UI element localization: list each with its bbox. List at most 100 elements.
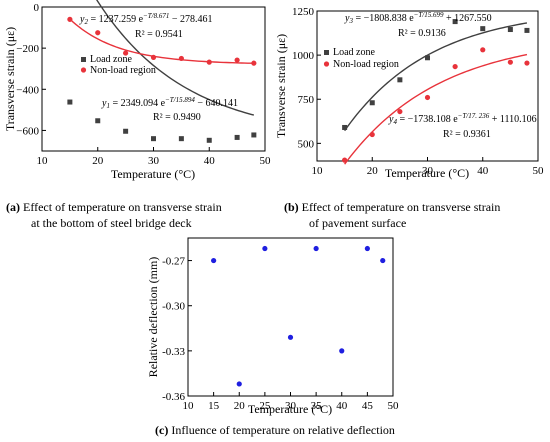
chart-a-y-tick-label: 0 (34, 2, 40, 14)
chart-a-series-2-point (251, 60, 257, 66)
chart-a-x-tick-label: 10 (37, 155, 49, 167)
chart-a-x-tick-label: 30 (148, 155, 160, 167)
eq-y: y (101, 98, 107, 109)
chart-b-x-tick-label: 20 (367, 165, 379, 177)
chart-a-series-1-point (178, 136, 184, 142)
chart-a-series-1-point (206, 137, 212, 143)
chart-c-y-tick-label: -0.30 (162, 301, 185, 313)
chart-a-x-tick-label: 20 (92, 155, 104, 167)
chart-b-series-2-point (369, 131, 375, 138)
chart-b-y-tick-label: 1000 (292, 50, 315, 62)
eq-exp: −T/15.699 (414, 11, 444, 19)
chart-b-legend-nonload-marker (323, 61, 330, 67)
chart-a-legend: Load zone Non-load region (80, 54, 156, 76)
chart-b-series-1-point (480, 26, 486, 32)
chart-b-y-tick-label: 750 (298, 94, 315, 106)
chart-b-series-2-point (452, 63, 458, 70)
eq-sub: 2 (84, 18, 88, 26)
chart-c-caption-text: Influence of temperature on relative def… (168, 423, 395, 437)
chart-b-y-tick-label: 500 (298, 138, 315, 150)
chart-b-fit-curves (344, 22, 528, 165)
chart-a-x-tick-label: 40 (204, 155, 216, 167)
chart-a-legend-load-marker (81, 57, 86, 62)
chart-a-legend-nonload-label: Non-load region (90, 65, 156, 76)
chart-a-fit-curve-2 (69, 18, 254, 64)
chart-b-series-1-point (524, 27, 530, 33)
chart-c-series-1-point (287, 334, 294, 340)
chart-b-series-2-point (480, 47, 486, 53)
chart-b-series-1-point (342, 124, 348, 130)
chart-b-x-tick-label: 30 (422, 165, 434, 177)
eq-tail: + 1267.550 (443, 13, 491, 24)
chart-b-points (342, 19, 530, 163)
eq-body: = 1237.259 e (88, 14, 144, 25)
chart-b-series-1-point (369, 100, 375, 106)
chart-b-series-2-point (524, 60, 530, 66)
chart-c-x-tick-label: 20 (234, 400, 246, 412)
eq-y: y (344, 13, 350, 24)
chart-b-red-r2: R² = 0.9361 (443, 129, 491, 140)
chart-c-caption-label: (c) (155, 423, 168, 437)
chart-c-y-tick-label: -0.27 (162, 256, 185, 268)
chart-a-series-2-point (206, 59, 212, 65)
chart-c-x-tick-label: 15 (208, 400, 220, 412)
chart-a-series-2-point (95, 30, 101, 36)
chart-a-black-equation: y1 = 2349.094 e−T/15.894 − 640.141 (101, 96, 238, 110)
chart-a: 10 20 30 40 50 −600 −400 −200 0 Temperature (°C… (3, 0, 271, 230)
chart-c-x-tick-label: 25 (259, 400, 271, 412)
chart-c-x-tick-label: 45 (362, 400, 374, 412)
chart-b-red-equation: y4 = −1738.108 e−T/17. 236 + 1110.106 (388, 112, 537, 126)
chart-b-x-tick-label: 40 (477, 165, 489, 177)
chart-b-black-r2: R² = 0.9136 (398, 28, 446, 39)
chart-a-xlabel: Temperature (°C) (111, 167, 195, 181)
chart-c-x-tick-label: 50 (388, 400, 400, 412)
eq-exp: −T/17. 236 (458, 112, 490, 120)
chart-c-series-1-point (262, 245, 268, 252)
chart-b-caption-line2: of pavement surface (309, 216, 406, 230)
chart-a-y-ticks: −600 −400 −200 0 (16, 2, 46, 137)
chart-c-x-tick-label: 10 (183, 400, 195, 412)
chart-a-y-tick-label: −600 (16, 125, 39, 137)
chart-a-series-1-point (151, 136, 156, 142)
chart-c-x-tick-label: 30 (285, 400, 297, 412)
eq-sub: 1 (106, 102, 110, 110)
chart-a-y-tick-label: −400 (16, 84, 39, 96)
chart-b-caption-line1: (b) Effect of temperature on transverse … (284, 200, 500, 214)
chart-c-series-1-point (313, 245, 319, 252)
chart-b-legend: Load zone Non-load region (323, 47, 399, 70)
chart-b-series-1-point (507, 27, 513, 33)
chart-a-x-tick-label: 50 (260, 155, 272, 167)
chart-a-red-r2: R² = 0.9541 (135, 29, 183, 40)
chart-a-legend-load-label: Load zone (90, 54, 132, 65)
chart-a-red-equation: y2 = 1237.259 e−T/8.671 − 278.461 (79, 12, 212, 26)
chart-c-y-ticks: -0.36 -0.33 -0.30 -0.27 (162, 256, 192, 403)
chart-a-black-r2: R² = 0.9490 (153, 112, 201, 123)
chart-b-legend-load-marker (324, 50, 329, 55)
chart-b-series-2-point (397, 108, 403, 115)
chart-b-xlabel: Temperature (°C) (385, 166, 469, 180)
chart-a-caption-text: Effect of temperature on transverse stra… (20, 200, 222, 214)
chart-a-series-2-point (150, 54, 157, 61)
eq-body: = 2349.094 e (110, 98, 166, 109)
chart-b-series-1-point (452, 19, 458, 25)
chart-b-y-ticks: 500 750 1000 1250 (292, 6, 321, 150)
chart-a-fit-curve-1 (96, 0, 255, 116)
chart-c-plot-frame (187, 237, 394, 397)
chart-b-series-2-point (342, 157, 348, 163)
chart-c-x-tick-label: 40 (336, 400, 348, 412)
chart-b-series-1-point (425, 55, 430, 61)
chart-c-series-1-point (211, 257, 217, 264)
eq-sub: 3 (348, 17, 353, 25)
chart-a-series-1-point (251, 132, 257, 138)
eq-body: = −1738.108 e (397, 114, 458, 125)
eq-tail: − 640.141 (195, 98, 238, 109)
chart-a-series-1-point (67, 99, 73, 105)
eq-sub: 4 (393, 118, 397, 126)
chart-c-x-ticks: 10 15 20 25 30 35 40 45 50 (183, 392, 400, 412)
chart-b-black-equation: y3 = −1808.838 e−T/15.699 + 1267.550 (344, 11, 492, 25)
chart-b-caption-text: Effect of temperature on transverse stra… (299, 200, 501, 214)
chart-b-legend-load-label: Load zone (333, 47, 375, 58)
eq-y: y (79, 14, 85, 25)
chart-b-series-2-point (424, 94, 431, 101)
